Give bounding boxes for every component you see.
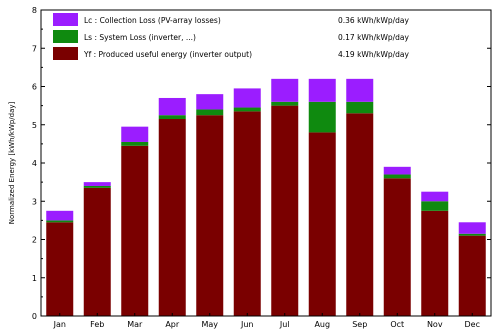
bar-sep-series-2 (346, 78, 374, 102)
x-tick-label: Jan (53, 320, 66, 329)
bar-apr-series-0 (158, 119, 186, 316)
y-tick-label: 1 (32, 274, 37, 283)
bar-may-series-2 (196, 94, 224, 110)
legend-value-1: 0.17 kWh/kWp/day (338, 33, 410, 42)
bar-oct-series-0 (383, 178, 411, 316)
x-tick-label: Feb (90, 320, 104, 329)
x-tick-label: Nov (427, 320, 443, 329)
bar-oct-series-1 (383, 174, 411, 179)
x-tick-label: Aug (314, 320, 330, 329)
legend-label-2: Yf : Produced useful energy (inverter ou… (83, 50, 252, 59)
x-tick-label: Jul (279, 320, 290, 329)
bar-jan-series-2 (46, 210, 74, 221)
y-axis: 0 1 2 3 4 5 6 7 8 (32, 6, 491, 321)
legend-value-0: 0.36 kWh/kWp/day (338, 16, 410, 25)
y-axis-label: Normalized Energy [kWh/kWp/day] (8, 101, 16, 224)
bars-layer (46, 78, 486, 317)
bar-may-series-1 (196, 109, 224, 116)
x-tick-label: Apr (165, 320, 180, 329)
y-tick-label: 5 (32, 121, 37, 130)
bar-may-series-0 (196, 115, 224, 316)
bar-jul-series-2 (271, 78, 299, 102)
x-tick-label: Sep (352, 320, 367, 329)
bar-jan-series-0 (46, 222, 74, 316)
bar-nov-series-1 (421, 201, 449, 211)
y-tick-label: 6 (32, 83, 37, 92)
bar-dec-series-2 (458, 222, 486, 234)
bar-jun-series-2 (233, 88, 261, 108)
bar-jul-series-0 (271, 105, 299, 317)
bar-apr-series-1 (158, 115, 186, 120)
plot-frame (40, 9, 492, 317)
y-tick-label: 3 (32, 197, 37, 206)
bar-aug-series-1 (308, 101, 336, 133)
bar-nov-series-0 (421, 210, 449, 316)
bar-jan-series-1 (46, 220, 74, 223)
bar-aug-series-2 (308, 78, 336, 102)
bar-mar-series-1 (121, 141, 149, 146)
bar-apr-series-2 (158, 97, 186, 116)
bar-feb-series-0 (83, 187, 111, 316)
bar-jul-series-1 (271, 101, 299, 106)
y-tick-label: 8 (32, 6, 37, 15)
y-tick-label: 4 (32, 159, 37, 168)
legend-label-1: Ls : System Loss (inverter, ...) (84, 33, 196, 42)
bar-sep-series-1 (346, 101, 374, 114)
x-tick-label: Oct (390, 320, 404, 329)
legend-swatch-1 (53, 30, 78, 43)
bar-nov-series-2 (421, 191, 449, 202)
bar-mar-series-0 (121, 145, 149, 316)
y-tick-label: 0 (32, 312, 37, 321)
x-axis: Jan Feb Mar Apr May Jun Jul Aug Sep Oct Nov Dec (53, 313, 480, 329)
y-tick-label: 2 (32, 236, 37, 245)
legend: Lc : Collection Loss (PV-array losses) 0.… (53, 13, 410, 60)
bar-aug-series-0 (308, 132, 336, 316)
bar-feb-series-2 (83, 182, 111, 186)
legend-swatch-0 (53, 13, 78, 26)
bar-dec-series-1 (458, 233, 486, 236)
bar-sep-series-0 (346, 113, 374, 316)
legend-swatch-2 (53, 47, 78, 60)
bar-feb-series-1 (83, 185, 111, 188)
bar-jun-series-0 (233, 111, 261, 316)
x-tick-label: Dec (465, 320, 480, 329)
y-tick-label: 7 (32, 44, 37, 53)
bar-dec-series-0 (458, 235, 486, 316)
legend-value-2: 4.19 kWh/kWp/day (338, 50, 410, 59)
bar-mar-series-2 (121, 126, 149, 142)
bar-jun-series-1 (233, 107, 261, 112)
bar-oct-series-2 (383, 166, 411, 175)
legend-label-0: Lc : Collection Loss (PV-array losses) (84, 16, 221, 25)
x-tick-label: May (201, 320, 218, 329)
x-tick-label: Jun (240, 320, 254, 329)
x-tick-label: Mar (127, 320, 143, 329)
